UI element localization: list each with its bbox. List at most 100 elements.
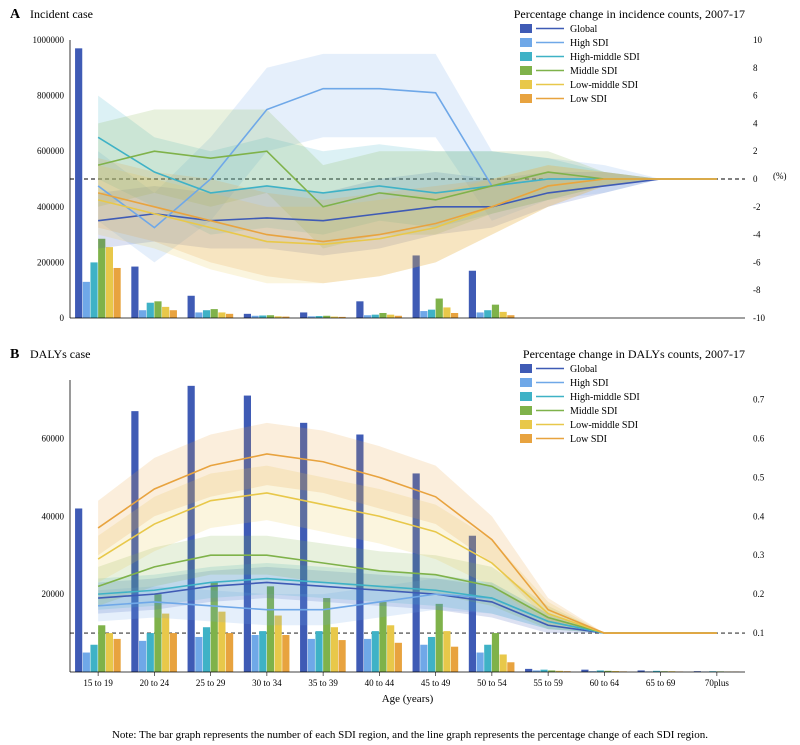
yleft-tick: 20000 bbox=[42, 589, 65, 599]
figure-note: Note: The bar graph represents the numbe… bbox=[10, 729, 800, 741]
legend-swatch bbox=[520, 406, 532, 415]
bar-lowmid bbox=[387, 625, 394, 672]
bar-global bbox=[356, 301, 363, 318]
bar-lowmid bbox=[387, 315, 394, 318]
bar-high bbox=[420, 645, 427, 672]
bar-global bbox=[75, 508, 82, 672]
yright-tick: 0.1 bbox=[753, 628, 764, 638]
bar-highmid bbox=[147, 303, 154, 318]
yleft-tick: 40000 bbox=[42, 511, 65, 521]
bar-lowmid bbox=[106, 247, 113, 318]
bar-low bbox=[226, 633, 233, 672]
yright-tick: 0.3 bbox=[753, 550, 765, 560]
bar-highmid bbox=[428, 310, 435, 318]
legend-label: Low SDI bbox=[570, 94, 607, 105]
bar-highmid bbox=[372, 315, 379, 318]
bar-middle bbox=[492, 305, 499, 318]
yleft-tick: 60000 bbox=[42, 433, 65, 443]
legend-swatch bbox=[520, 24, 532, 33]
panel-letter: A bbox=[10, 7, 21, 22]
bar-low bbox=[339, 640, 346, 672]
bar-high bbox=[420, 311, 427, 318]
bar-low bbox=[451, 313, 458, 318]
bar-low bbox=[226, 314, 233, 318]
yright-tick: 2 bbox=[753, 146, 758, 156]
x-tick: 30 to 34 bbox=[252, 678, 282, 688]
x-tick: 45 to 49 bbox=[421, 678, 451, 688]
legend-swatch bbox=[520, 420, 532, 429]
legend-label: Low-middle SDI bbox=[570, 80, 638, 91]
yright-unit: (%) bbox=[773, 171, 787, 181]
bar-highmid bbox=[147, 633, 154, 672]
legend-swatch bbox=[520, 66, 532, 75]
x-tick: 65 to 69 bbox=[646, 678, 676, 688]
bar-low bbox=[282, 635, 289, 672]
panelB-svg: B DALYs case Percentage change in DALYs co… bbox=[0, 340, 800, 720]
bar-low bbox=[507, 662, 514, 672]
x-tick: 20 to 24 bbox=[140, 678, 170, 688]
legend: GlobalHigh SDIHigh-middle SDIMiddle SDIL… bbox=[520, 24, 640, 105]
legend-label: Middle SDI bbox=[570, 406, 618, 417]
yright-tick: 0.5 bbox=[753, 472, 765, 482]
bar-middle bbox=[379, 313, 386, 318]
bar-high bbox=[139, 641, 146, 672]
bar-middle bbox=[267, 315, 274, 318]
legend-swatch bbox=[520, 364, 532, 373]
bar-highmid bbox=[259, 631, 266, 672]
bar-highmid bbox=[484, 310, 491, 318]
yright-tick: 0.2 bbox=[753, 589, 764, 599]
bar-high bbox=[252, 635, 259, 672]
bar-low bbox=[114, 268, 121, 318]
bar-lowmid bbox=[331, 627, 338, 672]
bar-highmid bbox=[90, 645, 97, 672]
bar-lowmid bbox=[443, 307, 450, 318]
legend-swatch bbox=[520, 80, 532, 89]
x-tick: 70plus bbox=[705, 678, 730, 688]
x-tick: 35 to 39 bbox=[308, 678, 338, 688]
bar-high bbox=[477, 653, 484, 672]
bar-global bbox=[244, 314, 251, 318]
yright-tick: 0.4 bbox=[753, 511, 765, 521]
yleft-tick: 800000 bbox=[37, 91, 65, 101]
bar-middle bbox=[154, 301, 161, 318]
panel-title-right: Percentage change in DALYs counts, 2007-… bbox=[523, 347, 745, 361]
bar-global bbox=[525, 669, 532, 672]
bar-lowmid bbox=[218, 312, 225, 318]
yright-tick: 0.7 bbox=[753, 394, 765, 404]
yright-tick: -6 bbox=[753, 257, 761, 267]
bar-lowmid bbox=[162, 614, 169, 672]
yright-tick: 4 bbox=[753, 118, 758, 128]
yright-tick: 6 bbox=[753, 91, 758, 101]
legend-label: Global bbox=[570, 24, 597, 35]
bar-lowmid bbox=[500, 312, 507, 318]
x-tick: 15 to 19 bbox=[83, 678, 113, 688]
legend-label: Low SDI bbox=[570, 434, 607, 445]
panel-title-left: DALYs case bbox=[30, 347, 90, 361]
bar-global bbox=[75, 48, 82, 318]
bar-lowmid bbox=[500, 654, 507, 672]
yleft-tick: 600000 bbox=[37, 146, 65, 156]
bar-middle bbox=[492, 633, 499, 672]
bar-low bbox=[395, 643, 402, 672]
panel-letter: B bbox=[10, 347, 19, 362]
bar-middle bbox=[98, 625, 105, 672]
bar-low bbox=[170, 310, 177, 318]
legend-swatch bbox=[520, 94, 532, 103]
bar-highmid bbox=[372, 631, 379, 672]
bar-highmid bbox=[315, 631, 322, 672]
bar-high bbox=[195, 312, 202, 318]
bar-low bbox=[507, 315, 514, 318]
x-tick: 25 to 29 bbox=[196, 678, 226, 688]
yright-tick: -4 bbox=[753, 230, 761, 240]
bar-global bbox=[300, 312, 307, 318]
yright-tick: 0 bbox=[753, 174, 758, 184]
yright-tick: 0.6 bbox=[753, 433, 765, 443]
yleft-tick: 400000 bbox=[37, 202, 65, 212]
yright-tick: 10 bbox=[753, 35, 763, 45]
bar-middle bbox=[98, 239, 105, 318]
bar-low bbox=[451, 647, 458, 672]
yright-tick: 8 bbox=[753, 63, 758, 73]
x-tick: 40 to 44 bbox=[365, 678, 395, 688]
bar-high bbox=[83, 282, 90, 318]
yright-tick: -2 bbox=[753, 202, 761, 212]
